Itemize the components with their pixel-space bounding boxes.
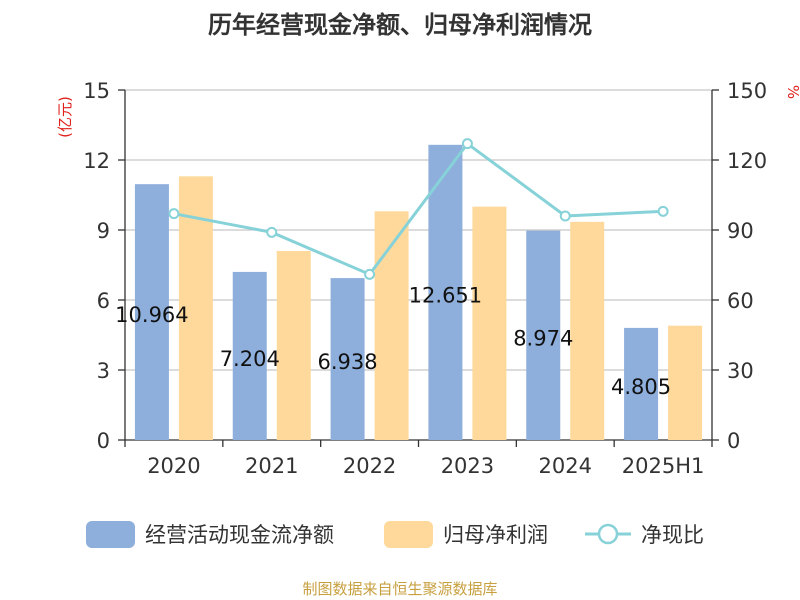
y-right-tick-label-3: 90 [727, 219, 754, 243]
bar-data-label-2: 6.938 [318, 350, 378, 374]
bar-s1-2023 [472, 206, 507, 440]
bar-data-label-5: 4.805 [611, 375, 671, 399]
bar-s0-2022 [330, 278, 365, 440]
x-tick-label-4: 2024 [539, 454, 592, 478]
line-point-2025H1 [657, 205, 669, 217]
y-right-tick-label-4: 120 [727, 149, 767, 173]
line-point-2022 [364, 268, 376, 280]
legend-swatch-0 [86, 521, 135, 548]
line-point-2021 [266, 226, 278, 238]
legend-marker-2 [597, 523, 619, 545]
y-left-tick-label-1: 3 [97, 359, 110, 383]
bar-data-label-1: 7.204 [220, 347, 280, 371]
x-tick-label-5: 2025H1 [622, 454, 705, 478]
legend: 经营活动现金流净额 归母净利润 净现比 [86, 521, 704, 548]
y-left-tick-label-4: 12 [83, 149, 110, 173]
y-left-axis-label: (亿元) [56, 96, 74, 138]
x-tick-label-1: 2021 [245, 454, 298, 478]
y-left-tick-label-0: 0 [97, 429, 110, 453]
data-source-note: 制图数据来自恒生聚源数据库 [302, 580, 497, 598]
bar-s1-2021 [276, 251, 311, 440]
bar-s1-2022 [374, 211, 409, 440]
bar-s1-2025H1 [668, 325, 703, 440]
line-series-净现比 [173, 141, 664, 277]
y-left-tick-label-2: 6 [97, 289, 110, 313]
y-right-tick-label-1: 30 [727, 359, 754, 383]
chart-title: 历年经营现金净额、归母净利润情况 [208, 11, 592, 39]
y-left-tick-label-5: 15 [83, 79, 110, 103]
line-point-2024 [559, 210, 571, 222]
legend-swatch-1 [384, 521, 433, 548]
bar-s0-2023 [428, 144, 463, 440]
bar-s1-2024 [570, 221, 605, 440]
y-right-tick-label-2: 60 [727, 289, 754, 313]
bar-s0-2020 [134, 184, 169, 440]
bar-s0-2025H1 [624, 327, 659, 440]
line-point-2023 [461, 138, 473, 150]
bar-s0-2021 [232, 271, 267, 440]
y-left-tick-label-3: 9 [97, 219, 110, 243]
y-right-tick-label-0: 0 [727, 429, 740, 453]
x-tick-label-0: 2020 [147, 454, 200, 478]
bar-data-label-0: 10.964 [115, 303, 188, 327]
bar-data-label-3: 12.651 [409, 283, 482, 307]
line-point-2020 [168, 208, 180, 220]
y-right-axis-label: % [784, 85, 800, 99]
x-tick-label-3: 2023 [441, 454, 494, 478]
y-right-tick-label-5: 150 [727, 79, 767, 103]
bar-s0-2024 [526, 230, 561, 440]
legend-label-1: 归母净利润 [443, 523, 548, 547]
legend-label-0: 经营活动现金流净额 [145, 523, 334, 547]
legend-label-2: 净现比 [641, 523, 704, 547]
x-tick-label-2: 2022 [343, 454, 396, 478]
bar-data-label-4: 8.974 [513, 326, 573, 350]
